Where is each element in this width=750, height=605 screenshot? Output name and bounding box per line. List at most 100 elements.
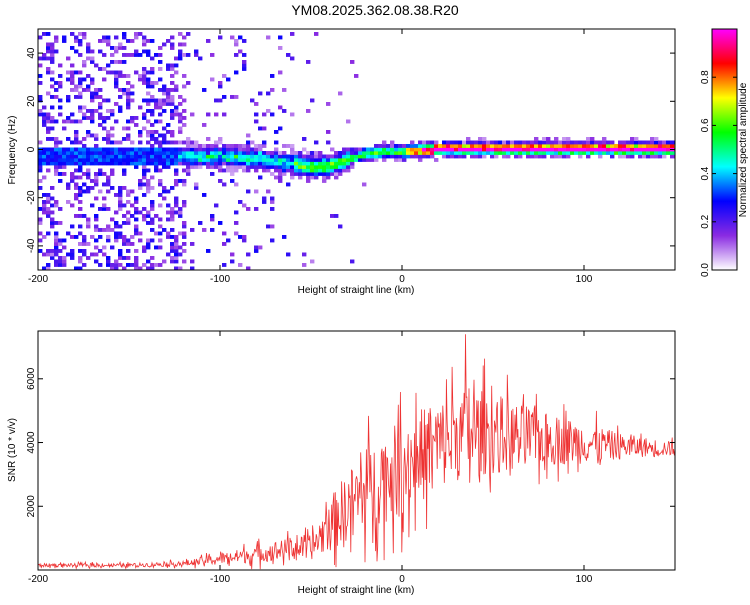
- spectrogram-cell: [630, 147, 635, 152]
- spectrogram-cell: [146, 242, 151, 246]
- spectrogram-cell: [286, 182, 291, 187]
- spectrogram-cell: [138, 53, 143, 57]
- spectrogram-cell: [114, 231, 119, 236]
- spectrogram-cell: [114, 238, 119, 243]
- spectrogram-cell: [146, 39, 151, 43]
- spectrogram-cell: [322, 154, 327, 159]
- spectrogram-cell: [174, 256, 179, 260]
- colorbar-tick-label: 0.2: [700, 214, 711, 228]
- spectrogram-cell: [318, 161, 323, 166]
- spectrogram-cell: [342, 154, 347, 159]
- spectrogram-cell: [38, 217, 43, 222]
- spectrogram-cell: [150, 263, 155, 267]
- spectrogram-cell: [50, 126, 55, 131]
- spectrogram-cell: [418, 158, 423, 162]
- spectrogram-cell: [430, 140, 435, 145]
- spectrogram-cell: [362, 154, 367, 159]
- spectrogram-cell: [194, 144, 199, 148]
- spectrogram-cell: [42, 158, 47, 162]
- spectrogram-cell: [286, 252, 291, 257]
- spectrogram-cell: [94, 182, 99, 187]
- spectrogram-cell: [546, 147, 551, 152]
- spectrogram-cell: [166, 39, 171, 43]
- spectrogram-cell: [246, 158, 251, 162]
- spectrogram-cell: [82, 35, 87, 40]
- spectrogram-cell: [126, 147, 131, 152]
- spectrogram-cell: [202, 154, 207, 159]
- spectrogram-cell: [154, 158, 159, 162]
- spectrogram-cell: [122, 126, 127, 131]
- spectrogram-cell: [230, 179, 235, 183]
- spectrogram-cell: [246, 140, 251, 145]
- spectrogram-cell: [134, 266, 139, 270]
- spectrogram-cell: [270, 161, 275, 166]
- spectrogram-cell: [246, 189, 251, 194]
- spectrogram-cell: [586, 147, 591, 152]
- spectrogram-cell: [258, 245, 263, 250]
- spectrogram-cell: [362, 158, 367, 162]
- spectrogram-cell: [290, 154, 295, 159]
- spectrogram-cell: [74, 84, 79, 89]
- spectrogram-cell: [190, 161, 195, 166]
- spectrogram-cell: [182, 74, 187, 78]
- spectrogram-cell: [126, 193, 131, 197]
- spectrogram-cell: [194, 165, 199, 169]
- spectrogram-cell: [122, 32, 127, 36]
- spectrogram-cell: [398, 151, 403, 155]
- spectrogram-cell: [410, 147, 415, 152]
- spectrogram-cell: [110, 168, 115, 173]
- spectrogram-cell: [78, 242, 83, 246]
- spectrogram-cell: [154, 81, 159, 85]
- spectrogram-cell: [182, 42, 187, 47]
- spectrogram-cell: [534, 144, 539, 148]
- spectrogram-cell: [438, 151, 443, 155]
- spectrogram-cell: [58, 154, 63, 159]
- spectrogram-cell: [42, 116, 47, 120]
- spectrogram-cell: [78, 231, 83, 236]
- spectrogram-cell: [106, 161, 111, 166]
- spectrogram-cell: [154, 168, 159, 173]
- spectrogram-cell: [58, 112, 63, 117]
- spectrogram-cell: [654, 151, 659, 155]
- spectrogram-cell: [42, 161, 47, 166]
- spectrogram-cell: [158, 168, 163, 173]
- spectrogram-cell: [234, 165, 239, 169]
- spectrogram-cell: [638, 147, 643, 152]
- spectrogram-cell: [186, 81, 191, 85]
- spectrogram-cell: [42, 119, 47, 124]
- spectrogram-cell: [262, 151, 267, 155]
- spectrogram-cell: [294, 168, 299, 173]
- spectrogram-cell: [242, 158, 247, 162]
- spectrogram-cell: [546, 137, 551, 141]
- spectrogram-cell: [446, 140, 451, 145]
- spectrogram-cell: [170, 74, 175, 78]
- spectrogram-cell: [50, 49, 55, 54]
- x-tick-label: 0: [399, 574, 405, 585]
- spectrogram-cell: [242, 151, 247, 155]
- spectrogram-cell: [98, 39, 103, 43]
- spectrogram-cell: [598, 151, 603, 155]
- spectrogram-cell: [426, 151, 431, 155]
- spectrogram-cell: [346, 151, 351, 155]
- spectrogram-cell: [66, 158, 71, 162]
- spectrogram-cell: [298, 175, 303, 180]
- spectrogram-cell: [122, 35, 127, 40]
- spectrogram-cell: [238, 151, 243, 155]
- spectrogram-cell: [162, 228, 167, 232]
- spectrogram-cell: [174, 270, 178, 274]
- spectrogram-cell: [414, 154, 419, 159]
- spectrogram-cell: [402, 147, 407, 152]
- spectrogram-cell: [74, 70, 79, 75]
- spectrogram-cell: [70, 249, 75, 253]
- spectrogram-cell: [302, 168, 307, 173]
- spectrogram-cell: [42, 175, 47, 180]
- spectrogram-cell: [490, 147, 495, 152]
- spectrogram-cell: [246, 133, 251, 138]
- spectrogram-cell: [294, 161, 299, 166]
- spectrogram-cell: [342, 158, 347, 162]
- spectrogram-cell: [242, 144, 247, 148]
- spectrogram-cell: [582, 151, 587, 155]
- spectrogram-cell: [70, 32, 75, 36]
- spectrogram-cell: [74, 35, 79, 40]
- spectrogram-cell: [130, 98, 135, 103]
